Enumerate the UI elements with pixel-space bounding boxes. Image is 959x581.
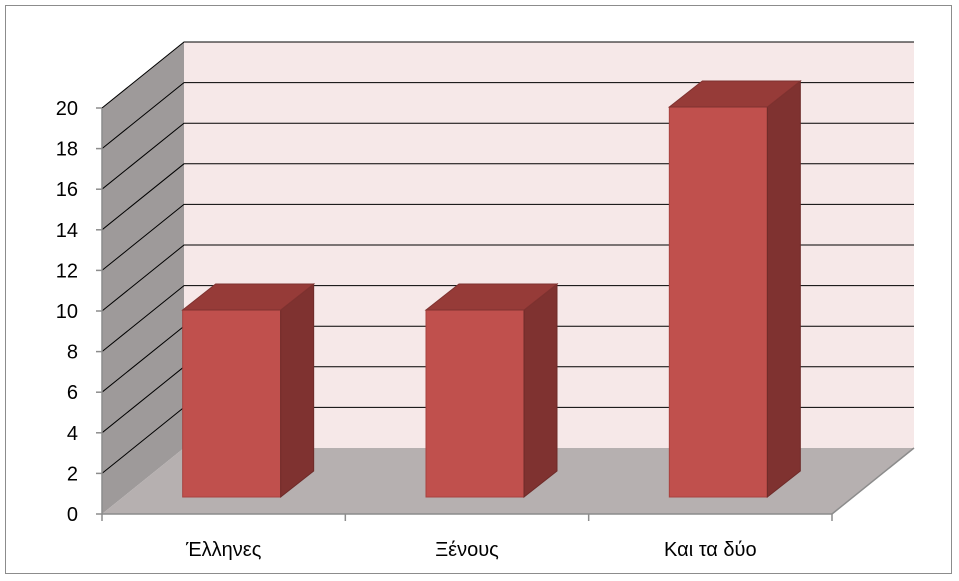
bar-side xyxy=(280,282,315,499)
bar-side xyxy=(523,282,558,499)
y-tick-label: 20 xyxy=(56,98,78,120)
y-tick-label: 8 xyxy=(67,342,78,364)
y-tick-label: 6 xyxy=(67,382,78,404)
axes xyxy=(96,107,915,521)
x-category-label: Ξένους xyxy=(435,539,499,561)
x-category-label: Και τα δύο xyxy=(664,539,757,561)
bars xyxy=(181,79,802,499)
y-tick-label: 12 xyxy=(56,260,78,282)
y-tick-label: 2 xyxy=(67,463,78,485)
y-tick-label: 16 xyxy=(56,179,78,201)
bar-front xyxy=(668,106,768,498)
x-axis-category-labels: Έλληνες Ξένους Και τα δύο xyxy=(185,539,757,561)
bar-front xyxy=(182,309,282,498)
bar-top xyxy=(181,283,316,311)
gridline xyxy=(101,82,914,149)
gridline xyxy=(101,41,914,109)
bar-side xyxy=(766,79,801,499)
y-tick-label: 4 xyxy=(67,423,78,445)
y-tick-label: 0 xyxy=(67,504,78,526)
bar-top xyxy=(424,283,559,311)
bar-front xyxy=(425,309,525,498)
bar-top xyxy=(667,80,802,108)
y-tick-label: 18 xyxy=(56,139,78,161)
floor-edge-line xyxy=(831,447,915,515)
y-tick-label: 14 xyxy=(56,220,78,242)
x-category-label: Έλληνες xyxy=(185,539,262,561)
y-axis-tick-labels: 0 2 4 6 8 10 12 14 16 18 20 xyxy=(56,98,78,526)
y-tick-label: 10 xyxy=(56,301,78,323)
